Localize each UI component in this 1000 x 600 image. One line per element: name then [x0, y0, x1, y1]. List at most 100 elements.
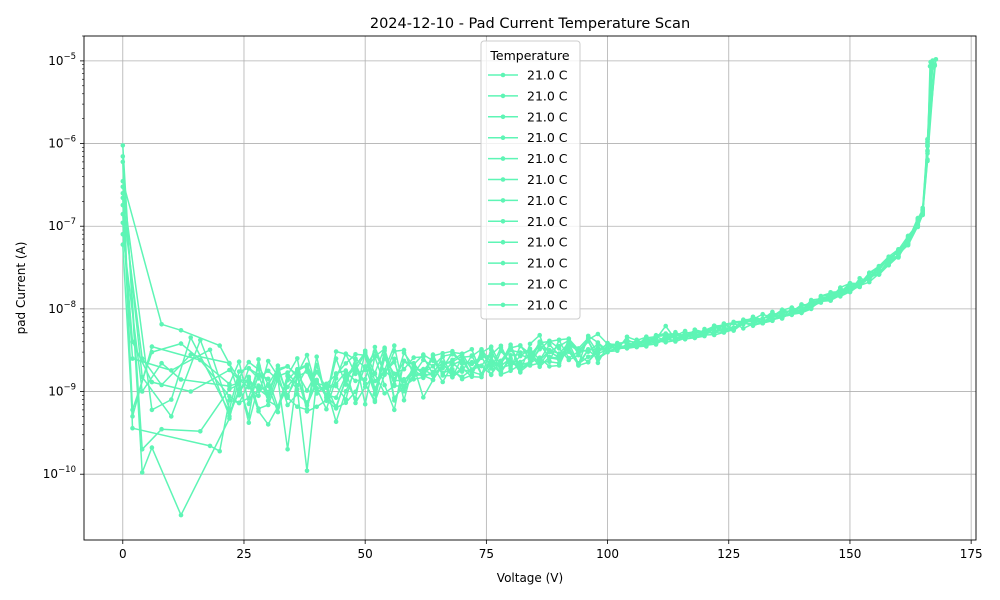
data-point [285, 384, 290, 390]
data-point [149, 379, 155, 385]
data-point [314, 354, 320, 360]
data-point [236, 359, 242, 365]
data-point [595, 360, 601, 366]
data-point [372, 397, 378, 403]
data-point [488, 363, 494, 368]
data-point [188, 389, 193, 394]
data-point [362, 350, 368, 356]
data-point [537, 345, 542, 351]
data-point [159, 360, 164, 366]
data-point [392, 395, 397, 401]
data-point [246, 365, 252, 371]
data-point [430, 353, 436, 359]
data-point [469, 359, 475, 365]
data-point [343, 389, 349, 394]
legend-marker [500, 156, 506, 161]
data-point [353, 400, 358, 406]
data-point [818, 296, 824, 302]
x-tick-label: 100 [596, 547, 619, 561]
data-point [333, 395, 339, 401]
data-point [750, 323, 756, 329]
data-point [479, 363, 484, 369]
data-point [566, 355, 572, 361]
plot-frame [83, 35, 977, 541]
data-point [838, 292, 843, 298]
data-point [653, 332, 659, 338]
data-point [333, 376, 339, 381]
data-point [372, 370, 378, 376]
data-point [353, 352, 358, 357]
data-point [217, 448, 222, 454]
data-point [256, 363, 261, 369]
data-point [663, 323, 668, 329]
data-point [401, 378, 407, 384]
data-point [217, 343, 222, 348]
data-point [236, 400, 242, 406]
data-point [479, 350, 484, 356]
data-point [401, 389, 407, 394]
data-point [265, 394, 271, 400]
data-point [799, 304, 804, 309]
data-point [246, 380, 252, 386]
data-point [760, 316, 765, 322]
legend-marker [500, 135, 506, 140]
data-point [576, 350, 581, 356]
data-point [653, 338, 659, 343]
data-point [392, 382, 397, 387]
data-point [721, 321, 727, 326]
data-point [421, 375, 426, 381]
data-point [469, 372, 475, 378]
data-point [605, 342, 610, 347]
data-point [770, 315, 775, 321]
data-point [178, 377, 184, 382]
data-point [198, 357, 203, 363]
data-point [362, 402, 368, 407]
x-tick-label: 0 [119, 547, 127, 561]
data-point [411, 371, 417, 377]
data-point [265, 402, 271, 408]
data-point [130, 339, 135, 345]
legend-marker [500, 114, 506, 120]
data-point [430, 377, 436, 383]
data-point [275, 366, 281, 372]
data-point [295, 366, 300, 372]
data-point [120, 195, 126, 201]
legend-marker [500, 260, 506, 266]
data-point [421, 395, 426, 400]
data-point [867, 276, 872, 281]
data-point [295, 374, 300, 380]
data-point [256, 376, 261, 381]
data-point [139, 447, 145, 452]
data-point [731, 320, 736, 326]
data-point [246, 420, 252, 426]
data-point [139, 470, 145, 475]
data-point [275, 363, 281, 369]
data-point [265, 376, 271, 382]
legend-label: 21.0 C [527, 193, 568, 208]
data-point [382, 346, 387, 352]
y-tick-label: 10−7 [48, 217, 76, 233]
data-point [333, 349, 339, 354]
data-point [644, 338, 649, 344]
data-point [353, 371, 358, 377]
data-point [925, 149, 930, 154]
data-point [741, 326, 746, 331]
data-point [741, 319, 746, 325]
data-point [876, 264, 882, 269]
data-point [867, 271, 872, 276]
legend-label: 21.0 C [527, 172, 568, 187]
data-point [556, 337, 562, 343]
data-point [556, 363, 562, 368]
data-point [731, 326, 736, 332]
data-point [198, 337, 203, 343]
data-point [896, 247, 901, 252]
data-point [440, 351, 446, 356]
data-point [169, 414, 174, 419]
data-point [120, 242, 126, 247]
data-point [275, 404, 281, 410]
data-point [343, 400, 349, 406]
data-point [265, 398, 271, 404]
data-point [847, 286, 853, 292]
data-point [324, 398, 329, 404]
data-point [265, 422, 271, 427]
